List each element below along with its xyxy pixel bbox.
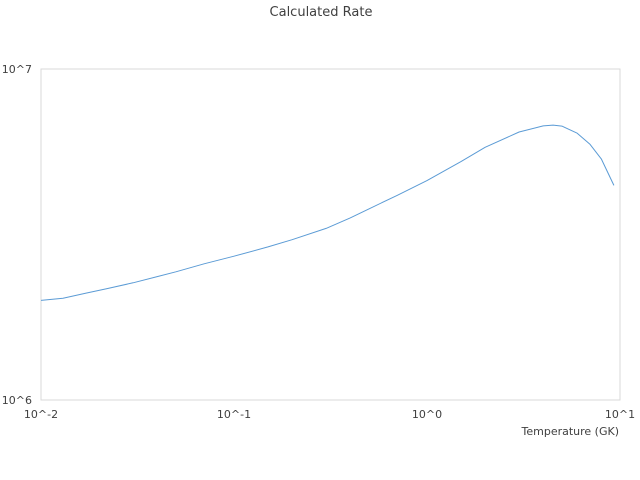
x-tick-label: 10^-1 — [217, 408, 251, 421]
x-axis-ticks: 10^-2 10^-1 10^0 10^1 — [24, 408, 635, 421]
y-tick-label: 10^7 — [2, 63, 32, 76]
x-tick-label: 10^0 — [412, 408, 442, 421]
x-tick-label: 10^1 — [605, 408, 635, 421]
y-tick-label: 10^6 — [2, 394, 32, 407]
x-tick-label: 10^-2 — [24, 408, 58, 421]
y-axis-ticks: 10^6 10^7 — [2, 63, 32, 407]
series-layer — [40, 124, 615, 301]
series-line — [40, 124, 615, 301]
x-axis-label: Temperature (GK) — [521, 425, 620, 438]
plot-area — [40, 68, 621, 401]
chart-title: Calculated Rate — [270, 5, 373, 20]
